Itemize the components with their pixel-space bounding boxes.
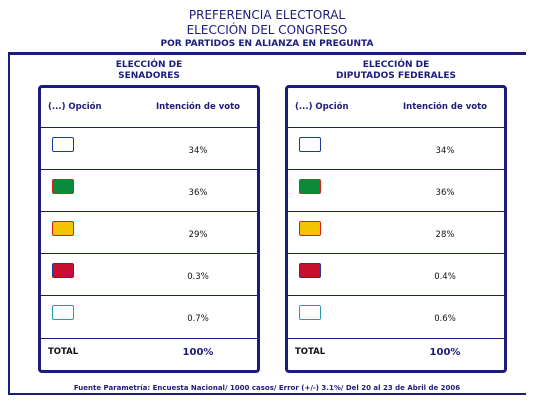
row-line bbox=[288, 338, 504, 339]
column-header: Intención de voto bbox=[403, 102, 487, 112]
party-logo bbox=[52, 137, 74, 152]
title: PREFERENCIA ELECTORAL bbox=[188, 8, 346, 22]
subtitle: ELECCIÓN DEL CONGRESO bbox=[186, 23, 348, 37]
panel-box bbox=[285, 85, 507, 373]
party-logo bbox=[52, 221, 74, 236]
party-logo bbox=[299, 221, 321, 236]
total-label: TOTAL bbox=[295, 347, 326, 357]
panel-title: ELECCIÓN DE bbox=[362, 60, 430, 70]
row-line bbox=[288, 127, 504, 128]
vote-value: 0.4% bbox=[434, 272, 456, 282]
vote-value: 0.3% bbox=[187, 272, 209, 282]
column-header: Intención de voto bbox=[156, 102, 240, 112]
row-line bbox=[41, 338, 257, 339]
row-line bbox=[41, 169, 257, 170]
total-label: TOTAL bbox=[48, 347, 79, 357]
row-line bbox=[41, 211, 257, 212]
vote-value: 36% bbox=[188, 188, 208, 198]
note: POR PARTIDOS EN ALIANZA EN PREGUNTA bbox=[160, 39, 374, 49]
row-line bbox=[41, 127, 257, 128]
vote-value: 34% bbox=[188, 146, 208, 156]
vote-value: 0.6% bbox=[434, 314, 456, 324]
frame bbox=[8, 52, 526, 395]
party-logo bbox=[299, 137, 321, 152]
row-line bbox=[288, 211, 504, 212]
row-line bbox=[41, 295, 257, 296]
row-line bbox=[288, 169, 504, 170]
panel-title: ELECCIÓN DE bbox=[115, 60, 183, 70]
party-logo bbox=[52, 263, 74, 278]
vote-value: 34% bbox=[435, 146, 455, 156]
footer: Fuente Parametría: Encuesta Nacional/ 10… bbox=[8, 383, 526, 395]
vote-value: 36% bbox=[435, 188, 455, 198]
party-logo bbox=[299, 305, 321, 320]
row-line bbox=[288, 253, 504, 254]
panel-box bbox=[38, 85, 260, 373]
party-logo bbox=[52, 305, 74, 320]
vote-value: 28% bbox=[435, 230, 455, 240]
vote-value: 29% bbox=[188, 230, 208, 240]
column-header: (...) Opción bbox=[48, 102, 102, 112]
column-header: (...) Opción bbox=[295, 102, 349, 112]
party-logo bbox=[52, 179, 74, 194]
vote-value: 0.7% bbox=[187, 314, 209, 324]
row-line bbox=[288, 295, 504, 296]
total-value: 100% bbox=[429, 347, 461, 358]
row-line bbox=[41, 253, 257, 254]
panel-title: DIPUTADOS FEDERALES bbox=[335, 71, 457, 81]
total-value: 100% bbox=[182, 347, 214, 358]
party-logo bbox=[299, 179, 321, 194]
panel-title: SENADORES bbox=[118, 71, 180, 81]
party-logo bbox=[299, 263, 321, 278]
